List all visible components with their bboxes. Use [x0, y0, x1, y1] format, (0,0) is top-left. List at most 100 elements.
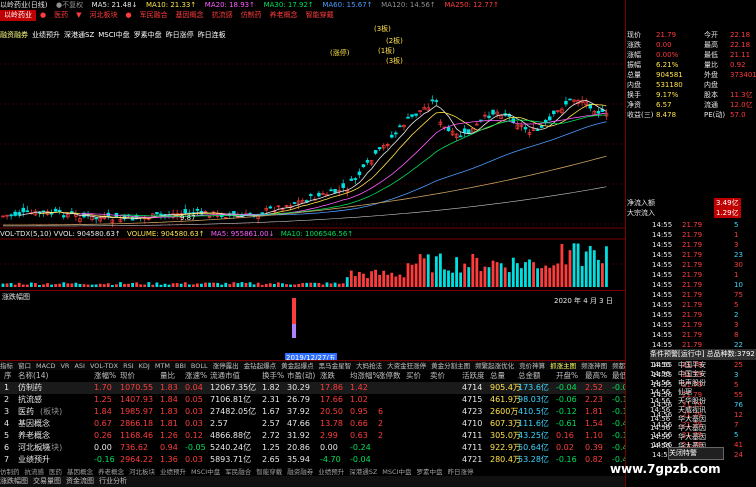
concept-tag[interactable]: MSCI中盘 — [98, 31, 130, 39]
column-header[interactable]: 涨速% — [185, 371, 208, 380]
concept-tag[interactable]: 业绩预升 — [32, 31, 60, 39]
concept-tab[interactable]: 以岭药业 — [0, 10, 36, 21]
concept-tag[interactable]: 融资融券 — [0, 31, 28, 39]
status-tab[interactable]: 交易量图 — [33, 477, 61, 485]
indicator-tab[interactable]: 频繁起涨优化 — [475, 362, 515, 370]
concept-tab[interactable]: ● — [40, 11, 47, 19]
column-header[interactable]: 最高% — [585, 371, 608, 380]
indicator-tab[interactable]: 抓涨主图 — [550, 362, 577, 370]
concept-tab[interactable]: ● — [125, 11, 132, 19]
column-header[interactable]: 开盘% — [556, 371, 579, 380]
table-row[interactable]: 2 抗流感 1.25 1407.93 1.84 0.05 7106.81亿 2.31 26.79… — [0, 394, 633, 406]
indicator-tab[interactable]: VR — [60, 362, 70, 370]
column-header[interactable]: 流通市值 — [210, 371, 240, 380]
concept-tab[interactable]: 基因概念 — [175, 11, 204, 19]
volume-chart[interactable] — [0, 229, 625, 289]
alert-row[interactable]: 14:56 华大基因 — [650, 415, 754, 424]
concept-tab[interactable]: 养老概念 — [269, 11, 298, 19]
column-header[interactable]: 换手% — [262, 371, 285, 380]
column-header[interactable]: 均涨幅% — [350, 371, 380, 380]
column-header[interactable]: 卖价 — [430, 371, 445, 380]
sector-strip-item[interactable]: 罗素中盘 — [416, 468, 443, 476]
indicator-tab[interactable]: 频都起动 — [612, 362, 625, 370]
concept-tab[interactable]: ▼ — [76, 11, 82, 19]
alert-row[interactable]: 14:56 中国宝安 — [650, 370, 754, 379]
indicator-tab[interactable]: 窗口 — [18, 362, 31, 370]
status-tab[interactable]: 涨跌幅图 — [0, 477, 28, 485]
indicator-tab[interactable]: VOL-TDX — [89, 362, 119, 370]
concept-tag[interactable]: 昨日连板 — [197, 31, 226, 39]
alert-row[interactable]: 14:56 天华股份 — [650, 397, 754, 406]
indicator-tab[interactable]: 大资金狂涨停 — [387, 362, 427, 370]
concept-tab[interactable]: 河北板块 — [89, 11, 118, 19]
indicator-tab[interactable]: 黄金起爆点 — [281, 362, 314, 370]
table-row[interactable]: 4 基因概念 0.67 2866.18 1.81 0.03 2.57 2.57 47.66 13.… — [0, 418, 633, 430]
column-header[interactable]: 活跃度 — [462, 371, 485, 380]
column-header[interactable]: 涨停数 — [378, 371, 401, 380]
indicator-tab[interactable]: 指标 — [0, 362, 13, 370]
indicator-tab[interactable]: KDJ — [138, 362, 150, 370]
concept-tab[interactable]: 抗流感 — [211, 11, 233, 19]
column-header[interactable]: 现价 — [120, 371, 135, 380]
indicator-tab[interactable]: ASI — [74, 362, 85, 370]
table-row[interactable]: 7 业绩预升 -0.16 2964.22 1.36 0.03 5893.71亿 2.65 35.… — [0, 454, 633, 466]
concept-tag[interactable]: 昨日涨停 — [165, 31, 194, 39]
concept-tab[interactable]: 智能穿戴 — [305, 11, 334, 19]
sector-strip-item[interactable]: 业绩预升 — [318, 468, 345, 476]
indicator-tab[interactable]: 金钻起爆点 — [243, 362, 277, 370]
vol-indicator-label[interactable]: VOL-TDX(5,10) — [0, 230, 52, 238]
column-header[interactable]: 量比 — [160, 371, 175, 380]
column-header[interactable]: 市盈(动) — [287, 371, 316, 380]
indicator-tab[interactable]: BOLL — [190, 362, 208, 370]
restore-mode[interactable]: ●不复权 — [56, 1, 84, 9]
table-row[interactable]: 5 养老概念 0.26 1168.46 1.26 0.12 4866.88亿 2.72 31.9… — [0, 430, 633, 442]
alert-row[interactable]: 14:56 电声股份 — [650, 379, 754, 388]
alert-row[interactable]: 14:56 仙琚 — [650, 388, 754, 397]
indicator-tab[interactable]: 大妈抢法 — [356, 362, 383, 370]
indicator-tab[interactable]: RSI — [123, 362, 134, 370]
column-header[interactable]: 序 — [4, 371, 12, 380]
alert-header[interactable]: 条件预警[运行中] 总品种数:3792 — [650, 349, 756, 360]
indicator-tab[interactable]: MTM — [154, 362, 171, 370]
column-header[interactable]: 涨跌 — [320, 371, 335, 380]
sector-strip-item[interactable]: 军民融合 — [225, 468, 252, 476]
sector-strip-item[interactable]: 抗流感 — [24, 468, 45, 476]
status-tab[interactable]: 资金流图 — [66, 477, 94, 485]
indicator-tab[interactable]: 频涨神图 — [581, 362, 608, 370]
concept-tag[interactable]: 罗素中盘 — [133, 31, 162, 39]
table-row[interactable]: 3 医药 (板块) 1.84 1985.97 1.83 0.03 27482.05亿 1.67 3… — [0, 406, 633, 418]
alert-row[interactable]: 14:56 华大基因 — [650, 442, 754, 451]
indicator-tab[interactable]: BBI — [175, 362, 186, 370]
sector-strip-item[interactable]: 仿制药 — [0, 468, 20, 476]
concept-tag[interactable]: 深港通SZ — [64, 31, 95, 39]
indicator-tab[interactable]: 黑马金星智 — [318, 362, 352, 370]
sector-strip-item[interactable]: 深港通SZ — [349, 468, 378, 476]
indicator-tab[interactable]: 涨停露出 — [212, 362, 239, 370]
sector-strip-item[interactable]: 业绩预升 — [160, 468, 186, 476]
sector-strip-item[interactable]: 医药 — [49, 468, 62, 476]
sector-strip-item[interactable]: 养老概念 — [98, 468, 124, 476]
close-alert-button[interactable]: 关闭特警 — [668, 447, 724, 460]
column-header[interactable]: 总金额 — [518, 371, 541, 380]
status-tab[interactable]: 行业分析 — [99, 477, 127, 485]
column-header[interactable]: 名称(14) — [18, 371, 49, 380]
alert-row[interactable]: 14:56 华大基因 — [650, 433, 754, 442]
stock-title[interactable]: 以岭药业(日线) — [0, 1, 48, 9]
sector-strip-item[interactable]: 河北板块 — [129, 468, 155, 476]
indicator-tab[interactable]: MACD — [36, 362, 56, 370]
column-header[interactable]: 涨幅% — [94, 371, 117, 380]
concept-tab[interactable]: 医药 — [54, 11, 69, 19]
price-chart[interactable] — [0, 20, 625, 229]
indicator-tab[interactable]: 黄金分割主图 — [431, 362, 471, 370]
sector-strip-item[interactable]: 昨日涨停 — [447, 468, 474, 476]
sector-strip-item[interactable]: 智能穿戴 — [256, 468, 283, 476]
table-row[interactable]: 1 仿制药 1.70 1070.55 1.83 0.04 12067.35亿 1.82 30.2… — [0, 382, 633, 394]
alert-row[interactable]: 14:56 华大基因 — [650, 424, 754, 433]
alert-row[interactable]: 14:56 天威视讯 — [650, 406, 754, 415]
concept-tab[interactable]: 仿制药 — [240, 11, 262, 19]
table-row[interactable]: 6 河北板块 (板块) 0.00 736.62 0.94 -0.05 5240.24亿 1.25… — [0, 442, 633, 454]
indicator-tab[interactable]: 竞价神算 — [519, 362, 546, 370]
alert-row[interactable]: 14:56 中国平安 — [650, 361, 754, 370]
sector-strip-item[interactable]: MSCI中盘 — [191, 468, 221, 476]
change-subchart[interactable]: 涨跌幅图 2020 年 4 月 3 日 2019/12/27/五 — [0, 290, 625, 363]
